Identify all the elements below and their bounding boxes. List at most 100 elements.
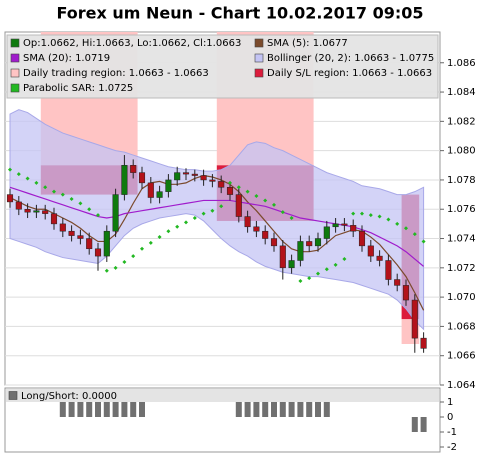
y-tick-label: 1.080 — [447, 146, 476, 157]
sar-dot — [43, 185, 48, 190]
sar-dot — [175, 224, 180, 229]
sar-dot — [201, 211, 206, 216]
candle-body — [138, 172, 146, 184]
candle-body — [420, 337, 427, 349]
candle-body — [112, 194, 119, 232]
candle-body — [86, 238, 93, 250]
candle-body — [191, 173, 198, 176]
sar-dot — [60, 192, 65, 197]
candle-body — [182, 172, 190, 175]
y-tick-label: 1.084 — [447, 87, 476, 98]
bar — [121, 402, 128, 417]
bar — [271, 402, 277, 417]
bar — [420, 417, 427, 432]
legend-marker — [254, 68, 264, 78]
band-layer — [9, 109, 425, 331]
sar-dot — [289, 216, 294, 221]
bollinger-band — [9, 109, 425, 331]
candle-body — [402, 285, 410, 301]
sar-dot — [316, 271, 320, 276]
candle-body — [59, 223, 66, 232]
candle-body — [174, 172, 181, 181]
candle-body — [314, 238, 322, 247]
bar — [244, 402, 251, 417]
candle-body — [6, 194, 14, 203]
sar-dot — [219, 204, 224, 209]
candle-body — [306, 241, 313, 247]
candle-body — [341, 223, 348, 226]
sar-dot — [272, 202, 276, 207]
sar-dot — [148, 240, 153, 245]
sar-dot — [25, 176, 30, 181]
candle-body — [244, 216, 251, 228]
sar-dot — [412, 232, 417, 237]
candle-body — [288, 260, 295, 269]
sar-dot — [421, 239, 426, 244]
sar-dot — [140, 246, 144, 251]
candle-body — [376, 255, 383, 261]
sar-dot — [245, 189, 250, 194]
sar-dot — [210, 208, 215, 213]
legend-marker — [10, 53, 20, 63]
sar-dot — [254, 194, 259, 199]
sar-dot — [263, 198, 268, 203]
y-tick-label: 1.082 — [447, 116, 476, 127]
legend-marker — [10, 38, 20, 48]
sar-dot — [324, 267, 329, 272]
sar-dot — [122, 259, 127, 264]
sar-dot — [342, 257, 347, 262]
candle-body — [24, 208, 31, 213]
candle-body — [394, 279, 401, 286]
sar-dot — [368, 213, 373, 218]
legend-marker — [10, 83, 20, 93]
sar-dot — [377, 214, 382, 219]
sar-dot — [351, 211, 356, 216]
sar-dot — [69, 196, 74, 201]
candle-body — [77, 235, 84, 239]
sar-dot — [386, 217, 391, 222]
legend-label: SMA (5): 1.0677 — [267, 38, 348, 49]
y-tick-label: 1.078 — [447, 175, 476, 186]
legend-marker — [254, 53, 264, 63]
candles-layer — [6, 155, 427, 353]
bar — [68, 402, 75, 417]
sar-dot — [307, 276, 312, 281]
candle-body — [297, 241, 304, 261]
y-tick-label: 1.066 — [447, 351, 476, 362]
bar — [59, 402, 66, 417]
sar-dot — [360, 211, 364, 216]
sar-dot — [113, 265, 118, 270]
candle-body — [262, 230, 269, 239]
candle-body — [218, 181, 225, 188]
y-tick-label: 1.070 — [447, 292, 476, 303]
bar — [306, 402, 313, 417]
legend-label: Op:1.0662, Hi:1.0663, Lo:1.0662, Cl:1.06… — [23, 38, 241, 49]
sar-dot — [104, 268, 109, 273]
legend-label: Parabolic SAR: 1.0725 — [23, 83, 133, 94]
bar — [411, 417, 418, 432]
candle-body — [411, 299, 418, 339]
y-tick-label: 0 — [447, 412, 453, 423]
bar — [315, 402, 321, 417]
candle-body — [130, 165, 137, 173]
legend-label: Daily S/L region: 1.0663 - 1.0663 — [267, 68, 432, 79]
sar-dot — [333, 262, 338, 267]
legend-box — [6, 34, 439, 99]
bar — [279, 402, 286, 417]
candle-body — [94, 248, 102, 257]
candle-body — [385, 260, 392, 280]
bar — [86, 402, 93, 417]
y-tick-label: 1.068 — [447, 321, 476, 332]
legend-label: Long/Short: 0.0000 — [21, 391, 117, 402]
legend-label: SMA (20): 1.0719 — [23, 53, 110, 64]
y-tick-label: -2 — [447, 442, 457, 453]
legend-strip — [6, 389, 439, 402]
bar — [323, 402, 330, 417]
candle-body — [350, 225, 357, 232]
bar — [103, 402, 110, 417]
bar — [77, 402, 84, 417]
y-tick-label: 1 — [447, 397, 453, 408]
bar — [288, 402, 295, 417]
candle-body — [68, 230, 75, 236]
